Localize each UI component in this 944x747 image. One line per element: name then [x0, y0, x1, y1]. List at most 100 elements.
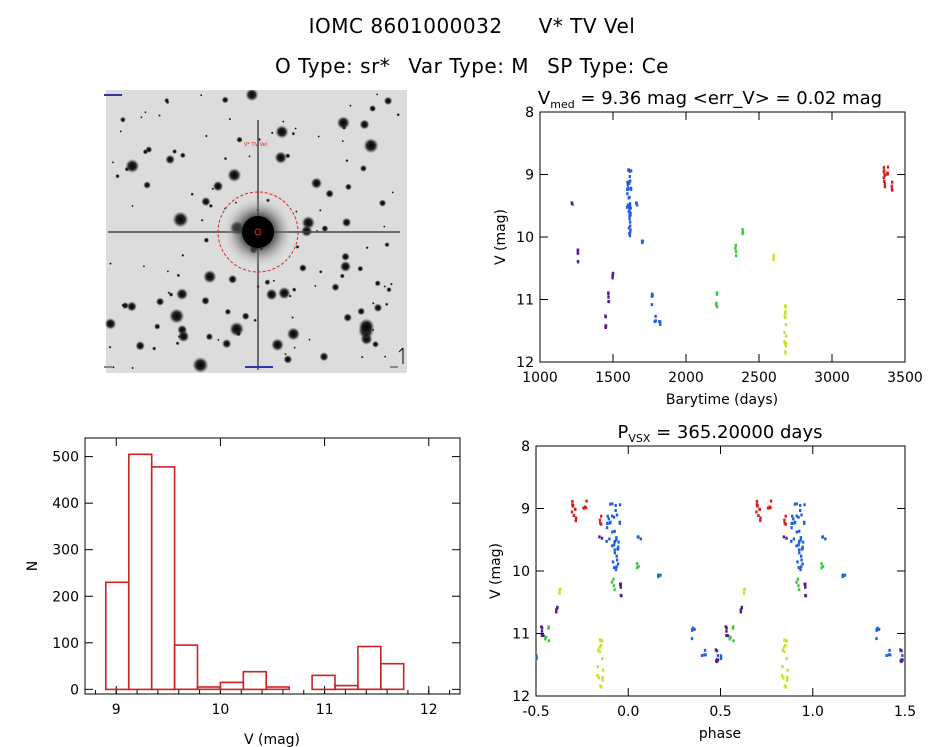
phased-point — [783, 518, 786, 522]
histogram-xtick-label: 9 — [112, 702, 121, 718]
phased-point — [785, 675, 789, 679]
phased-point — [759, 519, 762, 523]
lightcurve-point — [576, 260, 580, 264]
sky-star — [108, 345, 112, 349]
sky-star — [120, 116, 126, 123]
sky-star — [372, 340, 379, 348]
phased-point — [571, 499, 574, 503]
histogram-frame — [84, 437, 461, 695]
histogram-bar — [265, 686, 290, 691]
sky-star — [208, 203, 213, 208]
sky-star — [164, 97, 170, 103]
sky-star — [241, 312, 250, 321]
phased-point — [535, 656, 538, 660]
phased-point — [821, 535, 824, 539]
sky-star — [217, 338, 220, 342]
phased-point — [793, 502, 797, 506]
lightcurve-point — [783, 342, 787, 346]
sky-star — [200, 93, 203, 97]
lightcurve-point — [629, 169, 633, 173]
phased-point — [739, 608, 742, 612]
sky-star — [205, 333, 214, 341]
sky-star — [363, 124, 366, 128]
phased-point — [769, 499, 773, 503]
phased-point — [731, 626, 735, 630]
phased-point — [799, 568, 802, 572]
sky-star — [154, 323, 161, 330]
phased-point — [901, 658, 904, 662]
phased-point — [570, 510, 574, 514]
phased-point — [801, 547, 804, 551]
phased-point — [599, 521, 602, 525]
phased-point — [719, 656, 723, 660]
lightcurve-point — [629, 179, 632, 183]
phased-point — [800, 558, 803, 562]
phased-point — [616, 547, 620, 551]
phased-point — [877, 627, 881, 631]
phased-point — [714, 648, 718, 652]
phased-point — [782, 676, 785, 680]
phased-point — [601, 657, 604, 661]
phased-point — [732, 639, 735, 643]
phased-point — [785, 657, 788, 661]
sky-star — [396, 113, 400, 117]
phased-xtick-label: -0.5 — [522, 704, 549, 720]
phased-xtick-label: 1.5 — [894, 704, 916, 720]
phased-point — [728, 637, 731, 641]
phased-point — [558, 588, 561, 592]
sky-star — [363, 138, 379, 154]
phased-point — [824, 537, 827, 541]
sky-star — [336, 116, 350, 130]
phased-point — [783, 650, 786, 654]
lightcurve-point — [715, 292, 719, 296]
phased-point — [725, 634, 728, 637]
phased-point — [786, 668, 789, 672]
lightcurve-point — [629, 187, 633, 191]
histogram-bar — [128, 453, 153, 691]
sky-star — [140, 116, 143, 119]
sky-star — [358, 318, 375, 335]
histogram-bar — [311, 674, 336, 691]
phased-point — [795, 514, 798, 518]
phased-point — [571, 504, 574, 508]
phased-point — [798, 529, 801, 533]
phased-xtick-label: 0.5 — [709, 704, 731, 720]
histogram-bar — [242, 670, 268, 691]
lightcurve-point — [611, 274, 614, 278]
phased-point — [636, 535, 640, 539]
lightcurve-point — [783, 331, 786, 335]
lightcurve-point — [784, 351, 787, 355]
phased-point — [615, 536, 618, 540]
lightcurve-point — [628, 234, 632, 238]
lightcurve-point — [628, 220, 632, 224]
sky-star — [291, 316, 294, 319]
sky-star — [343, 313, 352, 322]
lightcurve-ytick-label: 9 — [525, 168, 534, 184]
phased-point — [792, 537, 796, 541]
lightcurve-point — [734, 243, 737, 247]
phased-point — [574, 507, 577, 511]
lightcurve-xtick-label: 3000 — [814, 370, 850, 386]
phased-ylabel: V (mag) — [488, 543, 504, 599]
phased-point — [804, 585, 807, 589]
sky-star — [378, 199, 387, 207]
lightcurve-point — [629, 211, 632, 215]
lightcurve-point — [772, 257, 775, 261]
lightcurve-point — [629, 224, 632, 228]
lightcurve-point — [628, 169, 631, 173]
sky-star — [308, 338, 311, 341]
phased-point — [759, 516, 762, 520]
phased-ytick-label: 9 — [521, 502, 530, 518]
lightcurve-point — [627, 186, 630, 190]
lightcurve-xtick-label: 2000 — [668, 370, 704, 386]
phased-point — [769, 506, 772, 510]
phased-point — [600, 536, 604, 540]
phased-point — [739, 610, 742, 614]
phased-xlabel: phase — [699, 726, 741, 742]
sky-star — [142, 265, 146, 268]
phased-point — [542, 634, 545, 638]
variability-type: Var Type: M — [408, 54, 530, 78]
phased-point — [547, 626, 550, 630]
sky-star — [169, 308, 185, 324]
sky-star — [272, 279, 276, 283]
